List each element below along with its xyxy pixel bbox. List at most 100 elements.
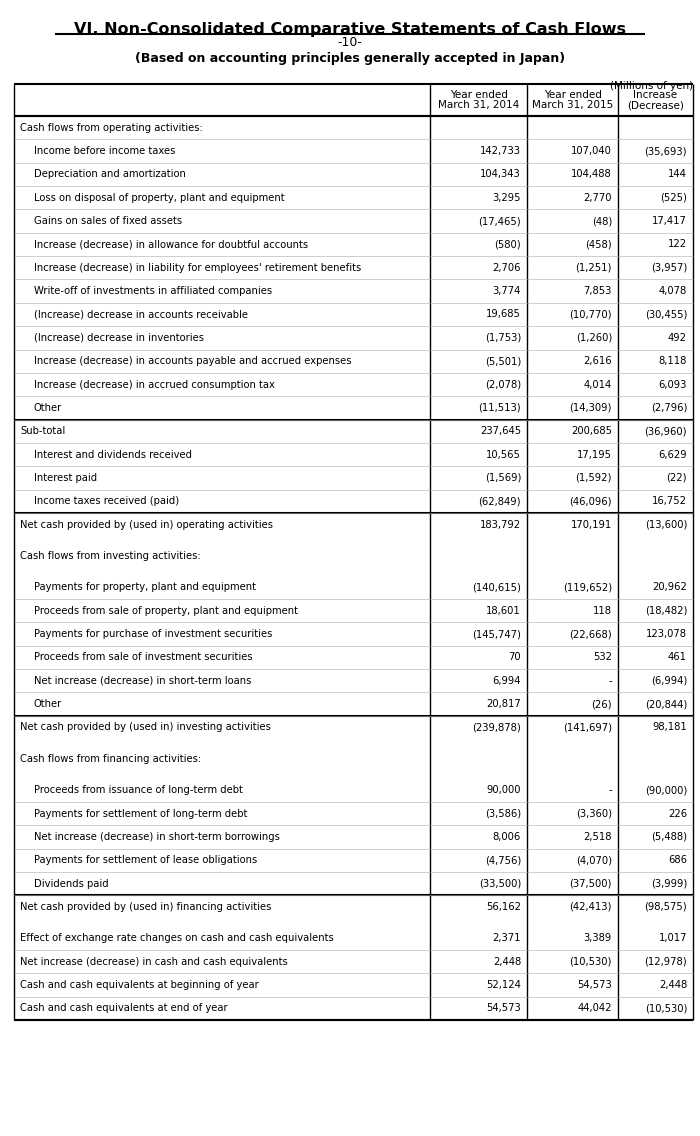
Text: (12,978): (12,978) [645,957,687,967]
Text: 52,124: 52,124 [486,980,521,989]
Text: Loss on disposal of property, plant and equipment: Loss on disposal of property, plant and … [34,193,285,202]
Text: 183,792: 183,792 [480,519,521,529]
Text: (3,586): (3,586) [485,809,521,819]
Text: 492: 492 [668,333,687,343]
Text: Write-off of investments in affiliated companies: Write-off of investments in affiliated c… [34,286,272,296]
Text: 18,601: 18,601 [486,605,521,616]
Text: 8,118: 8,118 [659,357,687,366]
Text: 122: 122 [668,240,687,250]
Text: Effect of exchange rate changes on cash and cash equivalents: Effect of exchange rate changes on cash … [20,934,334,943]
Text: 118: 118 [593,605,612,616]
Text: 70: 70 [508,652,521,662]
Text: (5,501): (5,501) [484,357,521,366]
Text: (458): (458) [585,240,612,250]
Text: Increase (decrease) in accrued consumption tax: Increase (decrease) in accrued consumpti… [34,379,275,390]
Text: 2,448: 2,448 [493,957,521,967]
Text: (140,615): (140,615) [472,583,521,592]
Text: 461: 461 [668,652,687,662]
Text: 8,006: 8,006 [493,832,521,842]
Text: (42,413): (42,413) [570,902,612,912]
Text: (Decrease): (Decrease) [627,100,684,110]
Text: 237,645: 237,645 [480,426,521,436]
Text: Payments for purchase of investment securities: Payments for purchase of investment secu… [34,629,272,640]
Text: 20,962: 20,962 [652,583,687,592]
Text: VI. Non-Consolidated Comparative Statements of Cash Flows: VI. Non-Consolidated Comparative Stateme… [74,22,626,37]
Text: (22): (22) [666,473,687,483]
Text: Proceeds from sale of investment securities: Proceeds from sale of investment securit… [34,652,253,662]
Text: Proceeds from sale of property, plant and equipment: Proceeds from sale of property, plant an… [34,605,298,616]
Text: (98,575): (98,575) [645,902,687,912]
Text: 54,573: 54,573 [486,1003,521,1013]
Text: Payments for settlement of lease obligations: Payments for settlement of lease obligat… [34,855,258,866]
Text: (11,513): (11,513) [478,403,521,412]
Text: -10-: -10- [337,35,363,49]
Text: (37,500): (37,500) [570,878,612,888]
Text: Year ended: Year ended [544,90,601,100]
Text: Net cash provided by (used in) operating activities: Net cash provided by (used in) operating… [20,519,273,529]
Text: 44,042: 44,042 [578,1003,612,1013]
Text: 2,616: 2,616 [583,357,612,366]
Text: 17,195: 17,195 [577,450,612,460]
Text: (1,592): (1,592) [575,473,612,483]
Text: (Millions of yen): (Millions of yen) [610,81,693,91]
Text: Interest paid: Interest paid [34,473,97,483]
Text: (119,652): (119,652) [563,583,612,592]
Text: 104,343: 104,343 [480,169,521,179]
Text: 7,853: 7,853 [584,286,612,296]
Text: 3,389: 3,389 [584,934,612,943]
Text: Gains on sales of fixed assets: Gains on sales of fixed assets [34,216,182,226]
Text: 3,774: 3,774 [493,286,521,296]
Text: Cash and cash equivalents at beginning of year: Cash and cash equivalents at beginning o… [20,980,259,989]
Text: 56,162: 56,162 [486,902,521,912]
Text: 17,417: 17,417 [652,216,687,226]
Text: 10,565: 10,565 [486,450,521,460]
Text: -: - [608,676,612,686]
Text: 532: 532 [593,652,612,662]
Text: Net cash provided by (used in) investing activities: Net cash provided by (used in) investing… [20,722,271,733]
Text: (3,360): (3,360) [576,809,612,819]
Text: (10,770): (10,770) [570,309,612,319]
Text: Increase: Increase [634,90,678,100]
Text: (Increase) decrease in inventories: (Increase) decrease in inventories [34,333,204,343]
Text: Net cash provided by (used in) financing activities: Net cash provided by (used in) financing… [20,902,272,912]
Text: Cash flows from investing activities:: Cash flows from investing activities: [20,551,201,561]
Text: (18,482): (18,482) [645,605,687,616]
Text: (141,697): (141,697) [563,722,612,733]
Text: Net increase (decrease) in cash and cash equivalents: Net increase (decrease) in cash and cash… [20,957,288,967]
Text: 200,685: 200,685 [571,426,612,436]
Text: (1,569): (1,569) [484,473,521,483]
Text: (17,465): (17,465) [478,216,521,226]
Text: (26): (26) [592,699,612,709]
Text: Cash flows from financing activities:: Cash flows from financing activities: [20,754,201,763]
Text: (20,844): (20,844) [645,699,687,709]
Text: Income taxes received (paid): Income taxes received (paid) [34,496,179,507]
Text: (4,070): (4,070) [576,855,612,866]
Text: (62,849): (62,849) [479,496,521,507]
Text: Dividends paid: Dividends paid [34,878,108,888]
Text: 98,181: 98,181 [652,722,687,733]
Text: (35,693): (35,693) [645,147,687,156]
Text: 142,733: 142,733 [480,147,521,156]
Text: (14,309): (14,309) [570,403,612,412]
Text: 104,488: 104,488 [571,169,612,179]
Text: (30,455): (30,455) [645,309,687,319]
Text: (1,753): (1,753) [484,333,521,343]
Text: Cash flows from operating activities:: Cash flows from operating activities: [20,123,203,133]
Text: 123,078: 123,078 [646,629,687,640]
Text: Increase (decrease) in accounts payable and accrued expenses: Increase (decrease) in accounts payable … [34,357,351,366]
Text: (5,488): (5,488) [651,832,687,842]
Text: (Based on accounting principles generally accepted in Japan): (Based on accounting principles generall… [135,52,565,65]
Text: 4,078: 4,078 [659,286,687,296]
Text: (4,756): (4,756) [484,855,521,866]
Text: (33,500): (33,500) [479,878,521,888]
Text: Increase (decrease) in liability for employees' retirement benefits: Increase (decrease) in liability for emp… [34,262,361,273]
Text: (10,530): (10,530) [645,1003,687,1013]
Text: 2,770: 2,770 [584,193,612,202]
Text: Increase (decrease) in allowance for doubtful accounts: Increase (decrease) in allowance for dou… [34,240,308,250]
Text: 6,994: 6,994 [493,676,521,686]
Text: (90,000): (90,000) [645,785,687,795]
Text: (10,530): (10,530) [570,957,612,967]
Text: (3,999): (3,999) [651,878,687,888]
Text: 170,191: 170,191 [570,519,612,529]
Text: Other: Other [34,699,62,709]
